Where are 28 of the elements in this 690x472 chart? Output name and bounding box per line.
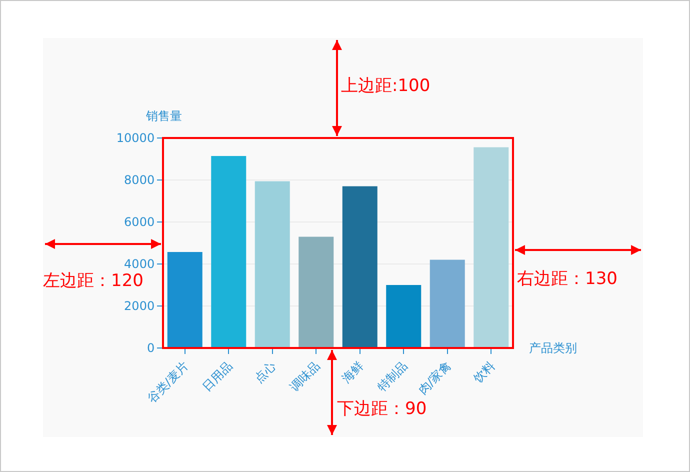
x-tick-label: 谷类/麦片	[144, 358, 192, 406]
text: 上边距:100	[341, 75, 430, 97]
y-tick-label: 2000	[124, 299, 155, 314]
bar	[167, 252, 202, 348]
text: 右边距：130	[517, 268, 618, 290]
text: 下边距：90	[337, 398, 427, 420]
bar	[386, 285, 422, 348]
y-tick-label: 8000	[124, 173, 155, 188]
text: 左边距：120	[43, 270, 144, 292]
y-tick-label: 6000	[124, 215, 155, 230]
y-axis-title: 销售量	[145, 109, 182, 123]
y-tick-label: 0	[146, 341, 155, 356]
x-tick-label: 调味品	[287, 358, 322, 394]
bar	[298, 236, 334, 348]
y-tick-label: 4000	[124, 257, 155, 272]
x-tick-label: 日用品	[200, 358, 235, 394]
x-tick-label: 点心	[252, 358, 279, 386]
y-tick-label: 10000	[116, 131, 155, 146]
x-axis-title: 产品类别	[529, 341, 577, 355]
bar	[474, 147, 509, 348]
x-tick-label: 海鲜	[339, 358, 366, 386]
x-tick-label: 饮料	[470, 358, 498, 386]
bar	[342, 186, 378, 348]
bar	[211, 156, 246, 348]
x-tick-label: 特制品	[374, 358, 410, 394]
x-tick-label: 肉/家禽	[416, 358, 454, 398]
bar	[254, 181, 290, 348]
bar	[430, 260, 465, 348]
